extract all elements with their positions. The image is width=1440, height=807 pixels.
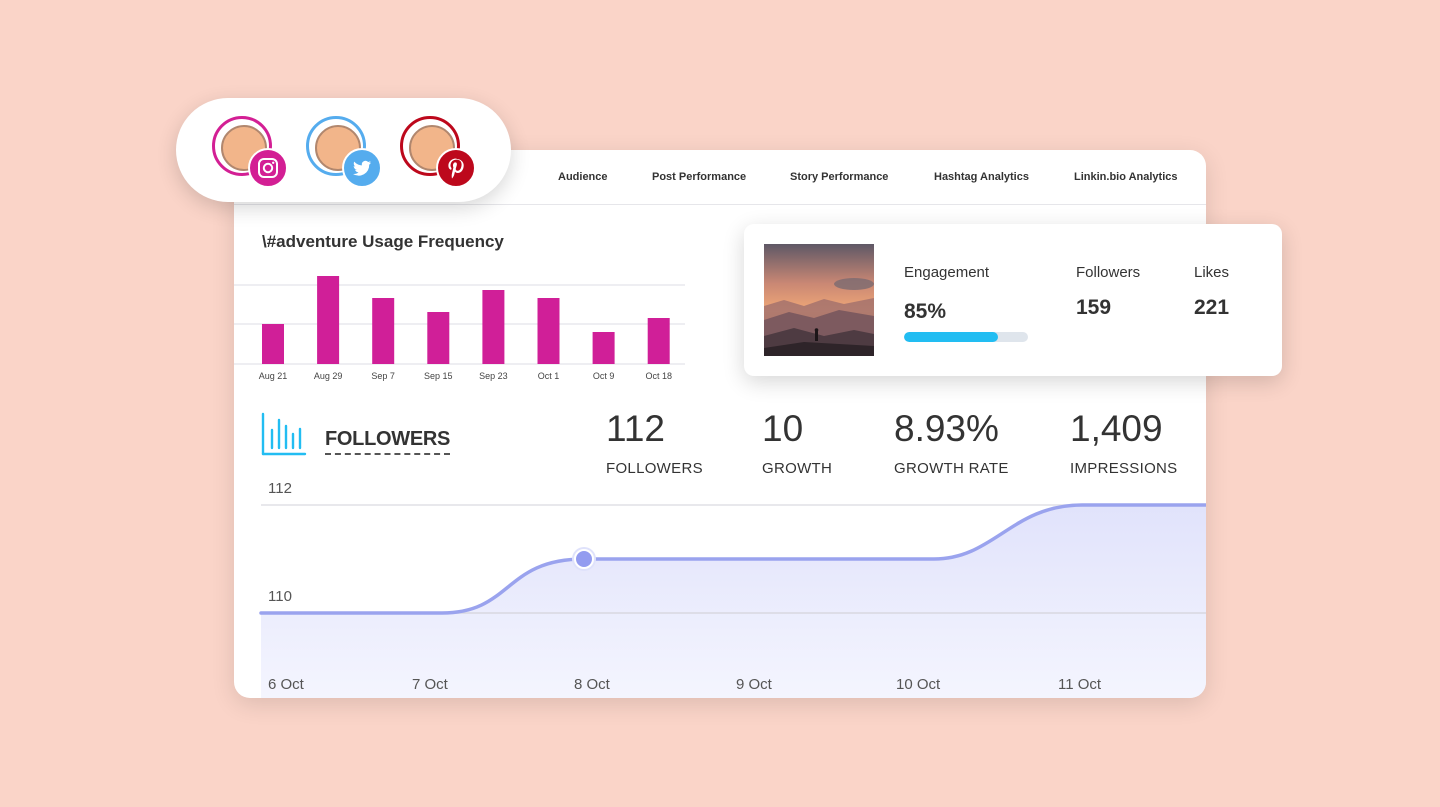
x-tick-label: 10 Oct [896,676,941,693]
followers-count: 112 [606,408,665,449]
avatar-illustration-icon [221,125,267,171]
bar [482,290,505,364]
growth-rate-value: 8.93% [894,408,999,449]
x-tick-label: Oct 9 [593,371,615,381]
avatar [400,116,460,176]
x-tick-label: Aug 21 [259,371,288,381]
x-tick-label: Sep 7 [371,371,395,381]
area-fill [261,505,1206,698]
x-tick-label: Oct 18 [645,371,672,381]
tab-bar: Audience Post Performance Story Performa… [234,150,1206,205]
x-tick-label: Aug 29 [314,371,343,381]
bar [647,318,670,364]
twitter-icon [342,148,382,188]
y-tick-label: 112 [268,480,292,497]
impressions-label: IMPRESSIONS [1070,460,1178,477]
likes-label: Likes [1194,264,1230,281]
account-instagram[interactable] [212,116,288,188]
followers-value: 159 [1076,296,1112,319]
engagement-progress-fill [904,332,999,342]
account-pinterest[interactable] [400,116,476,188]
growth-rate-label: GROWTH RATE [894,460,1009,477]
growth-value: 10 [762,408,804,449]
followers-count-label: FOLLOWERS [606,460,703,477]
instagram-icon [248,148,288,188]
tab-story-performance[interactable]: Story Performance [790,171,889,183]
pinterest-icon [436,148,476,188]
engagement-value: 85% [904,300,947,323]
hashtag-chart-title: \#adventure Usage Frequency [262,232,504,251]
post-stats-card: Engagement 85% Followers 159 Likes 221 [744,224,1282,376]
bar-chart-icon [261,412,307,461]
bar [262,324,284,364]
bar [592,332,615,364]
followers-label: Followers [1076,264,1141,281]
account-twitter[interactable] [306,116,382,188]
bar [537,298,560,364]
engagement-progress-bar [904,332,1028,342]
impressions-value: 1,409 [1070,408,1163,449]
x-tick-label: Oct 1 [538,371,560,381]
engagement-label: Engagement [904,264,990,281]
social-accounts-switcher [176,98,511,202]
post-photo[interactable] [764,244,874,356]
tab-audience[interactable]: Audience [558,171,608,183]
tab-hashtag-analytics[interactable]: Hashtag Analytics [934,171,1029,183]
bar [427,312,450,364]
y-tick-label: 110 [268,588,292,605]
hashtag-bar-chart: Aug 21 Aug 29 Sep 7 Sep 15 Sep 23 Oct 1 Oct 9 O… [234,276,685,381]
tab-linkinbio-analytics[interactable]: Linkin.bio Analytics [1074,171,1178,183]
x-tick-label: 6 Oct [268,676,304,693]
x-tick-label: 9 Oct [736,676,772,693]
x-tick-label: 8 Oct [574,676,610,693]
bar [372,298,395,364]
growth-label: GROWTH [762,460,833,477]
x-tick-label: 11 Oct [1058,676,1102,693]
tab-post-performance[interactable]: Post Performance [652,171,747,183]
x-tick-label: Sep 23 [479,371,508,381]
avatar [212,116,272,176]
followers-section-title[interactable]: FOLLOWERS [325,428,450,455]
likes-value: 221 [1194,296,1230,319]
x-tick-label: 7 Oct [412,676,448,693]
data-point [574,549,594,569]
bar [317,276,340,364]
x-tick-label: Sep 15 [424,371,453,381]
followers-area-chart [259,503,1206,698]
